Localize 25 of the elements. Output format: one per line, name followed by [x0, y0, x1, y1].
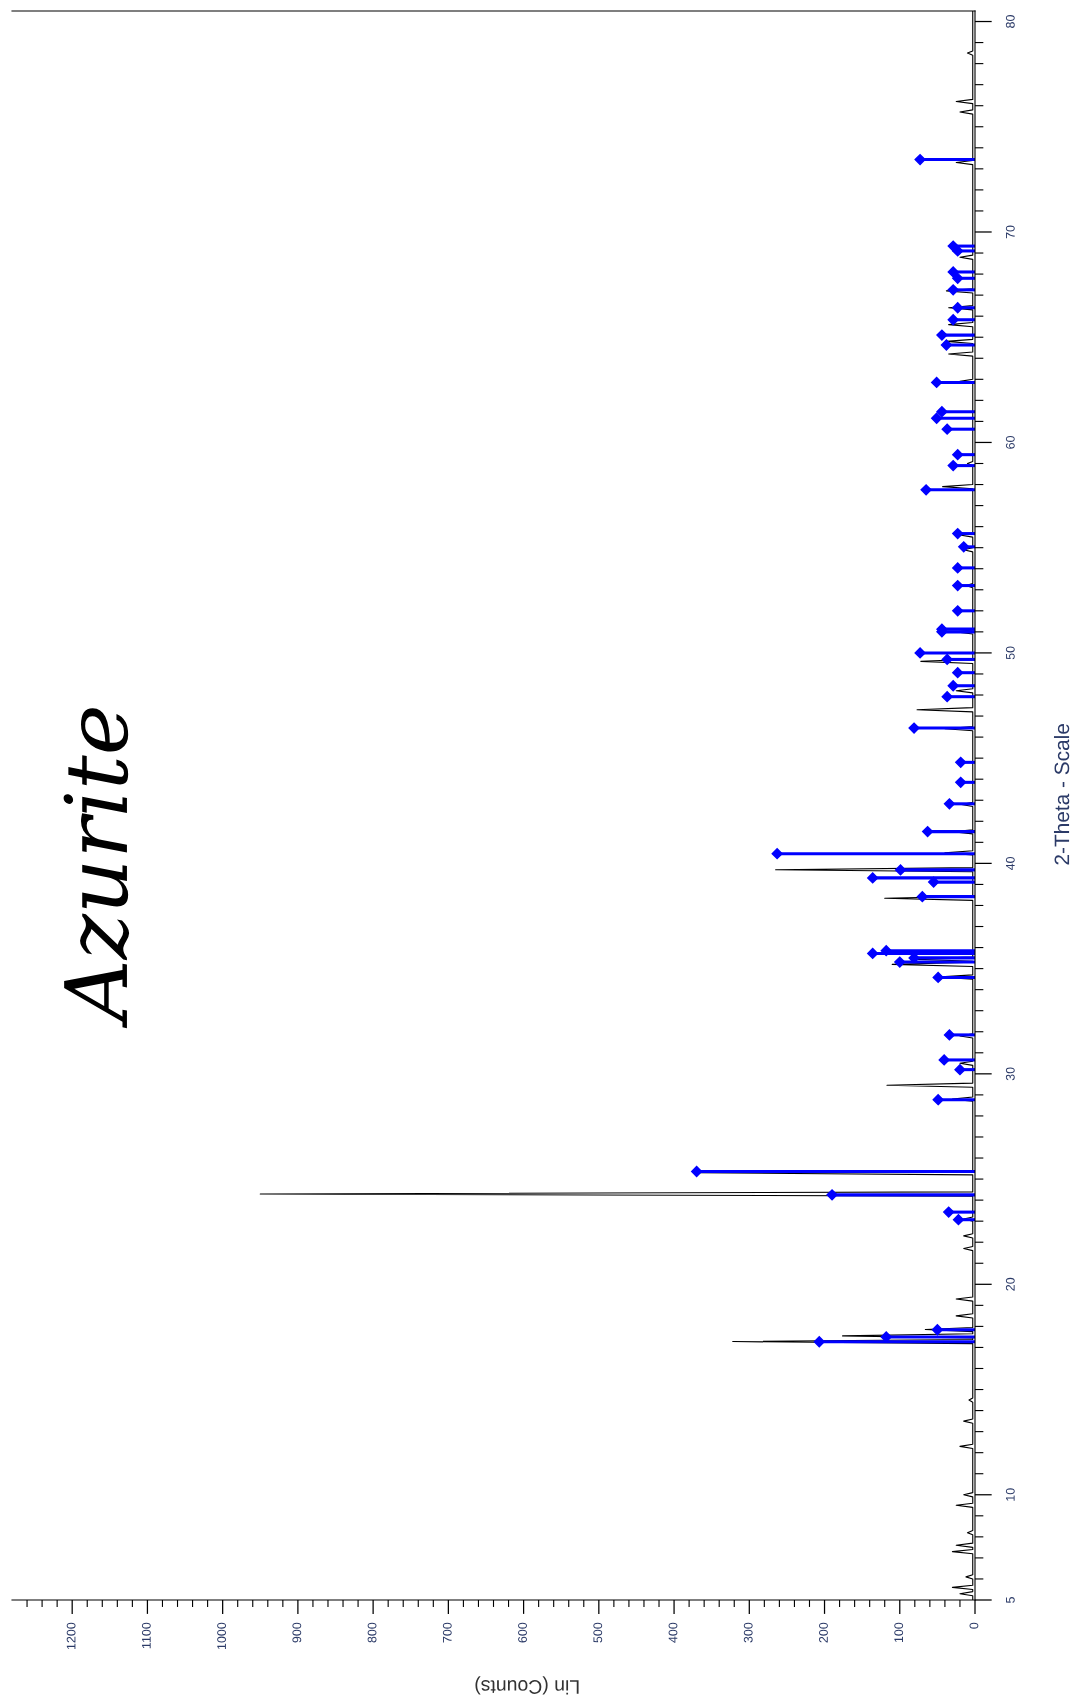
x-tick-label: 600 [518, 1622, 527, 1643]
x-tick-label: 900 [292, 1622, 302, 1643]
y-tick-label: 20 [1005, 1277, 1015, 1291]
x-tick-label: 1200 [66, 1622, 76, 1650]
x-tick-label: 300 [743, 1622, 753, 1643]
y-tick-label: 30 [1005, 1067, 1015, 1081]
x-tick-label: 100 [894, 1622, 904, 1643]
y-tick-label: 80 [1005, 15, 1015, 28]
x-tick-label: 800 [367, 1622, 377, 1643]
x-tick-label: 400 [668, 1622, 678, 1643]
y-tick-label: 50 [1005, 646, 1015, 660]
y-tick-label: 5 [1006, 1597, 1015, 1603]
text: Azurite [63, 708, 130, 1029]
y-tick-label: 10 [1005, 1488, 1015, 1501]
x-tick-label: 1100 [141, 1622, 151, 1649]
y-tick-label: 40 [1005, 856, 1015, 871]
x-tick-label: 500 [593, 1622, 603, 1643]
y-tick-label: 60 [1005, 435, 1015, 449]
x-tick-label: 0 [969, 1622, 979, 1629]
x-axis-title: Lin (Counts) [475, 1676, 579, 1695]
x-tick-label: 200 [819, 1622, 828, 1643]
y-axis-title: 2-Theta - Scale [1053, 724, 1070, 865]
y-tick-label: 70 [1005, 225, 1015, 239]
x-tick-label: 700 [442, 1622, 452, 1643]
x-tick-label: 1000 [217, 1622, 227, 1650]
